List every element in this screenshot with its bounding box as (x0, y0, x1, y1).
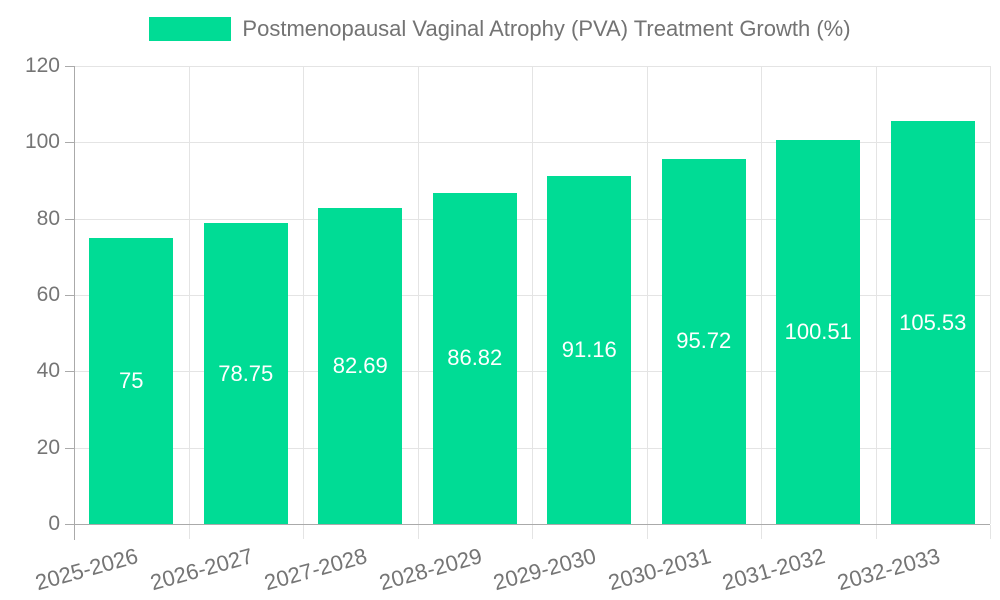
x-gridline (990, 66, 991, 524)
y-tick-label: 100 (24, 130, 60, 154)
y-axis-tick (65, 371, 74, 373)
legend-label: Postmenopausal Vaginal Atrophy (PVA) Tre… (242, 16, 851, 41)
x-gridline (532, 66, 533, 524)
y-axis-tick (65, 142, 74, 144)
bar[interactable]: 82.69 (318, 208, 403, 524)
y-axis-tick (65, 66, 74, 67)
x-tick-label: 2031-2032 (719, 543, 828, 596)
x-tick-label: 2029-2030 (490, 543, 599, 596)
y-tick-label: 80 (36, 206, 60, 230)
x-tick-label: 2026-2027 (147, 543, 256, 596)
x-tick-label: 2030-2031 (605, 543, 714, 596)
x-tick-label: 2027-2028 (261, 543, 370, 596)
y-axis-tick (65, 295, 74, 296)
y-axis-tick (65, 447, 74, 449)
bar[interactable]: 105.53 (890, 121, 975, 524)
bar-value-label: 91.16 (561, 337, 617, 363)
x-tick-label: 2028-2029 (376, 543, 485, 596)
x-gridline (417, 66, 419, 524)
bar[interactable]: 91.16 (547, 176, 632, 524)
y-tick-label: 60 (36, 283, 60, 306)
bar[interactable]: 78.75 (203, 223, 288, 524)
y-tick-label: 120 (24, 54, 60, 77)
x-gridline (761, 66, 762, 524)
bar[interactable]: 100.51 (776, 140, 861, 524)
y-axis-line (74, 66, 75, 540)
bar-value-label: 100.51 (784, 319, 852, 345)
x-axis-tick (417, 525, 419, 539)
x-axis-tick (646, 525, 648, 539)
y-tick-label: 0 (48, 512, 60, 535)
plot-area: 0 20 40 60 80 100 120 75 78.75 82.69 86.82 91.16 95.… (25, 54, 991, 595)
bar-value-label: 78.75 (218, 360, 274, 386)
x-axis-tick (761, 525, 762, 539)
bar-value-label: 86.82 (447, 345, 503, 371)
bar-value-label: 82.69 (332, 353, 388, 379)
x-tick-label: 2032-2033 (834, 543, 943, 596)
x-tick-label: 2025-2026 (32, 543, 141, 596)
bar-value-label: 105.53 (899, 309, 967, 335)
bar-value-label: 95.72 (676, 328, 732, 354)
x-axis-line (66, 524, 990, 525)
bar-value-label: 75 (119, 367, 144, 393)
x-axis-tick (303, 525, 304, 539)
y-axis-tick (65, 218, 74, 220)
x-gridline (303, 66, 304, 524)
bar[interactable]: 75 (89, 237, 174, 524)
x-axis-tick (875, 525, 877, 539)
x-axis-tick (188, 525, 190, 539)
y-tick-label: 40 (36, 359, 60, 383)
x-gridline (646, 66, 648, 524)
y-tick-label: 20 (36, 435, 60, 459)
legend-swatch-icon (149, 17, 232, 41)
x-axis-tick (532, 525, 533, 539)
x-gridline (875, 66, 877, 524)
bar[interactable]: 95.72 (661, 158, 746, 524)
x-axis-tick (990, 525, 991, 539)
legend-item[interactable]: Postmenopausal Vaginal Atrophy (PVA) Tre… (0, 16, 1000, 42)
bar[interactable]: 86.82 (432, 192, 517, 524)
x-gridline (188, 66, 190, 524)
